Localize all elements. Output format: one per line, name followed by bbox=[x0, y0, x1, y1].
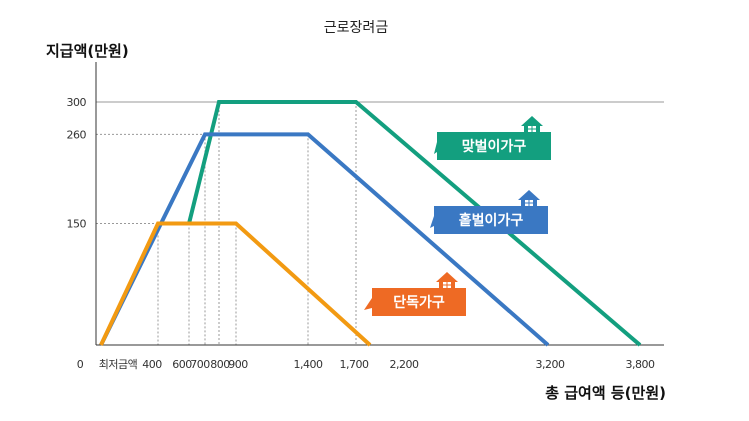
x-tick-label: 2,200 bbox=[390, 358, 419, 371]
legend-badge-body bbox=[434, 206, 548, 234]
y-tick-label: 260 bbox=[67, 128, 87, 141]
x-tick-label: 1,700 bbox=[340, 358, 369, 371]
x-tick-label: 1,400 bbox=[294, 358, 323, 371]
legend-badge-tail bbox=[364, 298, 372, 310]
house-icon bbox=[436, 272, 458, 289]
legend-label: 단독가구 bbox=[393, 294, 445, 311]
x-tick-label: 3,800 bbox=[626, 358, 655, 371]
series-line bbox=[99, 221, 372, 347]
legend-badge-body bbox=[437, 132, 551, 160]
house-icon bbox=[518, 190, 540, 207]
legend-badge: 단독가구 bbox=[364, 272, 466, 316]
series-line bbox=[99, 132, 550, 347]
x-tick-label: 800 bbox=[210, 358, 230, 371]
y-tick-label: 300 bbox=[67, 96, 87, 109]
legend-badge-tail bbox=[434, 142, 437, 154]
legend-badge: 맞벌이가구 bbox=[434, 116, 551, 160]
y-axis-label: 지급액(만원) bbox=[46, 42, 129, 60]
legend-label: 홑벌이가구 bbox=[459, 212, 524, 229]
x-tick-label: 400 bbox=[142, 358, 162, 371]
x-tick-label: 700 bbox=[190, 358, 210, 371]
house-icon bbox=[521, 116, 543, 133]
x-axis-label: 총 급여액 등(만원) bbox=[545, 384, 666, 402]
x-tick-label: 3,200 bbox=[536, 358, 565, 371]
legend-badge-body bbox=[372, 288, 466, 316]
legend-badge-tail bbox=[430, 216, 434, 228]
x-tick-label: 최저금액 bbox=[99, 358, 137, 371]
chart-title: 근로장려금 bbox=[324, 20, 389, 36]
legend-badge: 홑벌이가구 bbox=[430, 190, 548, 234]
x-tick-label: 0 bbox=[77, 358, 84, 371]
y-tick-label: 150 bbox=[67, 218, 87, 231]
legend-label: 맞벌이가구 bbox=[462, 138, 527, 155]
x-tick-label: 600 bbox=[172, 358, 192, 371]
x-tick-label: 900 bbox=[228, 358, 248, 371]
